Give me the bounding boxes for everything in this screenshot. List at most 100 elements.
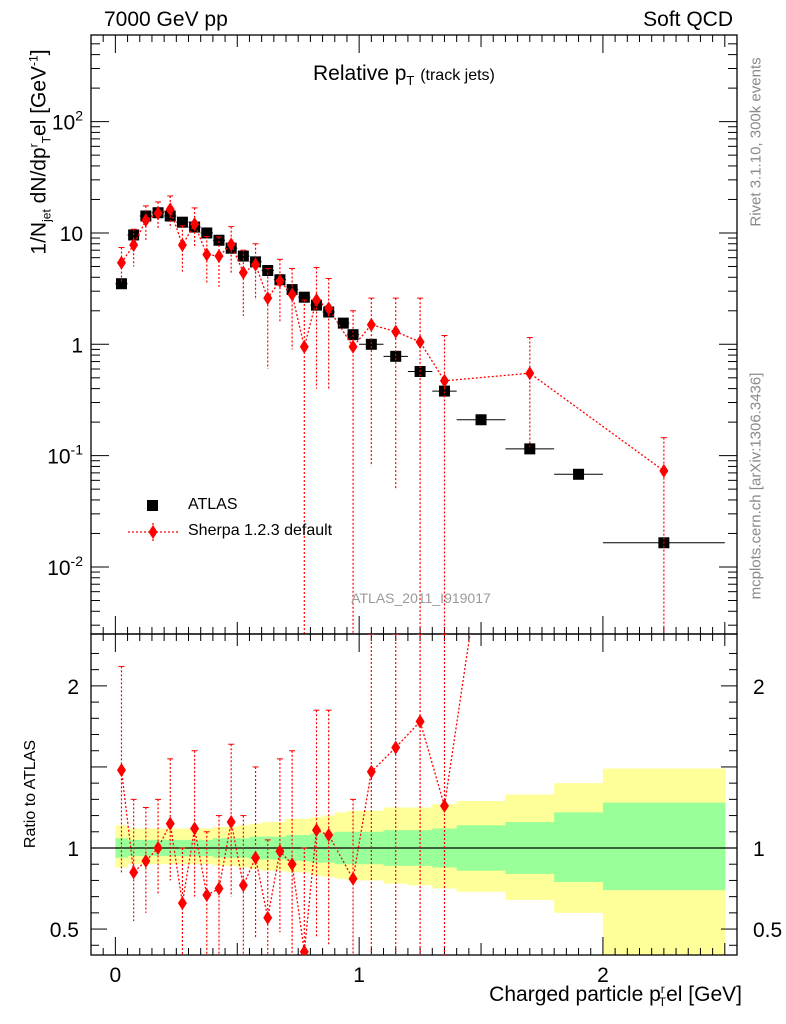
ratio-point xyxy=(226,815,236,830)
x-tick-label: 1 xyxy=(353,964,365,987)
sherpa-point xyxy=(659,463,669,478)
atlas-point xyxy=(347,329,359,341)
y-tick-label: 10-1 xyxy=(47,442,83,469)
sherpa-point xyxy=(238,265,248,280)
ratio-y-tick-label: 0.5 xyxy=(50,919,79,942)
legend-label-sherpa: Sherpa 1.2.3 default xyxy=(188,522,333,539)
sherpa-point xyxy=(214,249,224,264)
main-panel: 102 10 1 10-1 10-2 xyxy=(47,34,738,635)
ratio-point xyxy=(439,798,449,813)
legend-label-atlas: ATLAS xyxy=(188,496,238,513)
rivet-version-label: Rivet 3.1.10, 300k events xyxy=(747,57,765,227)
ratio-y-axis-label: Ratio to ATLAS xyxy=(22,739,39,849)
ratio-point xyxy=(165,816,175,831)
chart-title: Relative pT (track jets) xyxy=(313,62,495,89)
ratio-point xyxy=(324,828,334,843)
y-tick-label: 102 xyxy=(52,108,83,135)
y-axis-label: 1/Njet dN/dprTel [GeV-1] xyxy=(26,49,54,255)
ratio-y-tick-label-right: 0.5 xyxy=(753,919,782,942)
sherpa-point xyxy=(366,317,376,332)
ratio-y-tick-label: 1 xyxy=(67,838,79,861)
sherpa-point xyxy=(129,237,139,252)
ratio-point xyxy=(153,841,163,855)
ratio-plot-frame xyxy=(90,633,738,956)
ratio-point xyxy=(251,850,261,865)
ratio-point xyxy=(238,878,248,893)
stat-uncertainty-band xyxy=(554,812,604,883)
ratio-point xyxy=(311,823,321,838)
x-tick-label: 0 xyxy=(110,964,122,987)
sherpa-point xyxy=(525,366,535,381)
sherpa-point xyxy=(299,339,309,354)
ratio-point xyxy=(415,714,425,729)
x-tick-label: 2 xyxy=(597,964,609,987)
sherpa-point xyxy=(415,334,425,349)
atlas-point xyxy=(390,350,402,362)
atlas-point xyxy=(365,338,377,350)
sherpa-point xyxy=(153,206,163,221)
sherpa-point xyxy=(439,373,449,388)
sherpa-point xyxy=(251,257,261,272)
ratio-y-tick-label-right: 1 xyxy=(753,838,765,861)
sherpa-line xyxy=(120,208,665,472)
ratio-point xyxy=(177,896,187,911)
y-tick-label: 10-2 xyxy=(47,553,83,580)
legend-atlas-marker xyxy=(147,500,158,511)
atlas-point xyxy=(573,468,585,480)
atlas-point xyxy=(115,278,127,290)
atlas-point xyxy=(176,216,188,228)
ratio-point xyxy=(263,910,273,925)
sherpa-point xyxy=(348,339,358,354)
ratio-point xyxy=(129,865,139,880)
atlas-point xyxy=(262,265,274,277)
sherpa-point xyxy=(324,301,334,316)
main-plot-frame xyxy=(90,34,738,635)
sherpa-point xyxy=(226,237,236,252)
y-tick-label: 10 xyxy=(60,223,83,246)
ratio-point xyxy=(202,888,212,903)
sherpa-point xyxy=(177,237,187,252)
ratio-point xyxy=(348,871,358,886)
mcplots-label: mcplots.cern.ch [arXiv:1306.3436] xyxy=(747,372,765,600)
sherpa-point xyxy=(116,255,126,270)
atlas-point xyxy=(438,385,450,397)
atlas-point xyxy=(298,291,310,303)
ratio-panel: 0 1 2 0.5 0.5 1 1 2 2 xyxy=(50,225,782,987)
atlas-point xyxy=(213,234,225,246)
header-left: 7000 GeV pp xyxy=(104,8,228,31)
ratio-point xyxy=(275,844,285,859)
sherpa-point xyxy=(202,247,212,262)
atlas-point xyxy=(524,443,536,455)
sherpa-point xyxy=(391,324,401,339)
ratio-point xyxy=(525,225,534,239)
x-axis-label: Charged particle prTel [GeV] xyxy=(489,982,742,1010)
ratio-point xyxy=(190,821,200,836)
ratio-data xyxy=(116,225,534,955)
ratio-y-tick-label-right: 2 xyxy=(753,676,765,699)
sherpa-point xyxy=(165,202,175,217)
sherpa-point xyxy=(141,213,151,228)
ratio-point xyxy=(141,853,151,868)
ratio-point xyxy=(366,764,376,779)
sherpa-point xyxy=(275,274,285,289)
ratio-point xyxy=(391,740,401,755)
ratio-point xyxy=(287,857,297,872)
atlas-point xyxy=(475,414,487,426)
legend-sherpa-marker xyxy=(148,525,158,539)
ratio-point xyxy=(299,944,309,955)
stat-uncertainty-band xyxy=(602,802,726,891)
sherpa-point xyxy=(311,292,321,307)
sherpa-point xyxy=(263,291,273,306)
analysis-id: ATLAS_2011_I919017 xyxy=(351,590,491,606)
header-right: Soft QCD xyxy=(643,8,733,31)
sherpa-point xyxy=(287,287,297,302)
ratio-point xyxy=(214,881,224,896)
y-tick-label: 1 xyxy=(71,334,83,357)
sherpa-point xyxy=(190,217,200,232)
atlas-point xyxy=(337,317,349,329)
main-data xyxy=(115,195,725,634)
ratio-y-tick-label: 2 xyxy=(67,676,79,699)
ratio-point xyxy=(116,763,126,778)
atlas-point xyxy=(201,227,213,239)
